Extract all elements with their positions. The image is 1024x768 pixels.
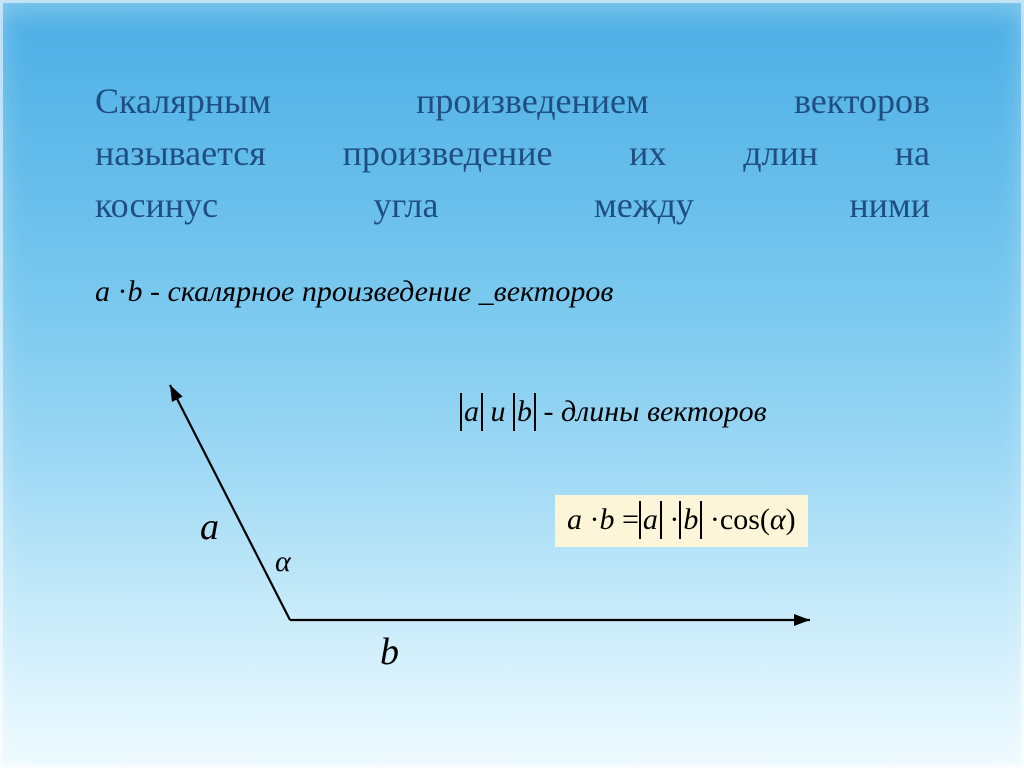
sym-b: b [128,275,143,308]
sym-a: a [95,275,110,308]
dash-1: - [143,275,168,308]
label-a: a [200,505,219,549]
definition-text: скалярное произведение _векторов [168,275,614,308]
title-line-3: косинус угла между ними [95,179,930,231]
slide-title: Скалярным произведением векторов называе… [95,75,930,232]
definition-notation: a ·b - скалярное произведение _векторов [95,275,613,309]
vector-diagram: a b α [90,380,910,710]
dot-1: · [110,275,128,308]
label-b: b [380,630,399,674]
title-line-1: Скалярным произведением векторов [95,75,930,127]
title-line-2: называется произведение их длин на [95,127,930,179]
slide: Скалярным произведением векторов называе… [0,0,1024,768]
label-alpha: α [275,545,291,579]
